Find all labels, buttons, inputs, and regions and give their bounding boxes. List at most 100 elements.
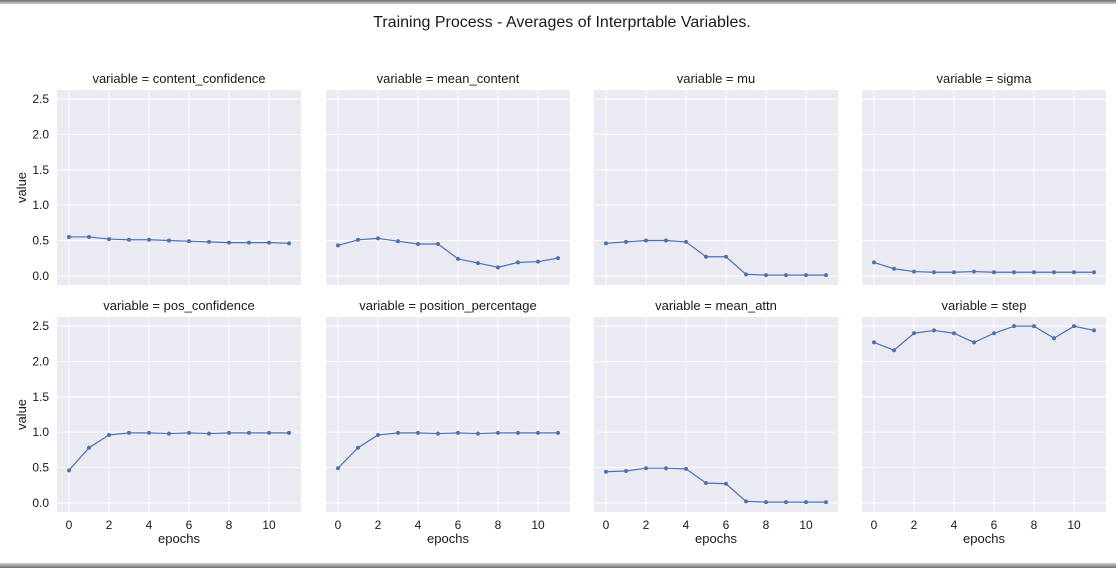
data-point	[536, 259, 540, 264]
series-line	[873, 325, 1095, 351]
panel-title: variable = position_percentage	[359, 298, 536, 313]
data-point	[704, 254, 708, 259]
data-point	[267, 430, 271, 435]
data-point	[1072, 324, 1076, 329]
data-point	[932, 328, 936, 333]
data-point	[912, 331, 916, 336]
x-tick-label: 0	[603, 518, 610, 532]
series-line	[337, 432, 558, 469]
data-point	[496, 265, 500, 270]
panel-title-prefix: variable =	[359, 298, 419, 313]
data-point	[227, 430, 231, 435]
facet-grid: 0.0 0.5 1.0 1.5 2.0 2.5 variable = content_con…	[14, 71, 1106, 546]
panel-title-variable: sigma	[997, 71, 1032, 86]
panel-title-variable: mean_content	[437, 71, 520, 86]
panel-title-variable: pos_confidence	[164, 298, 255, 313]
data-point	[784, 273, 788, 278]
y-axis-label: value	[14, 399, 29, 430]
data-point	[287, 241, 291, 246]
data-point	[624, 469, 628, 474]
panel-position-percentage: 0 2 4 6 8 10 variable = position_percentageepo…	[326, 298, 570, 546]
data-point	[644, 238, 648, 243]
data-point	[644, 466, 648, 471]
panel-background	[862, 90, 1106, 285]
panel-mean-content: variable = mean_content	[326, 71, 570, 285]
x-tick-label: 4	[683, 518, 690, 532]
data-point	[952, 331, 956, 336]
y-tick-label: 1.5	[32, 390, 49, 404]
data-point	[356, 237, 360, 242]
x-axis-label: epochs	[695, 531, 737, 546]
data-point	[207, 431, 211, 436]
panel-title-prefix: variable =	[377, 71, 437, 86]
data-point	[187, 239, 191, 244]
data-point	[704, 481, 708, 486]
x-tick-label: 8	[226, 518, 233, 532]
data-point	[664, 238, 668, 243]
y-tick-label: 1.0	[32, 425, 49, 439]
panel-title-prefix: variable =	[936, 71, 996, 86]
data-point	[912, 269, 916, 274]
panel-title-prefix: variable =	[942, 298, 1002, 313]
y-tick-label: 1.5	[32, 163, 49, 177]
data-point	[804, 500, 808, 505]
panel-background	[862, 317, 1106, 512]
data-point	[496, 430, 500, 435]
series-line	[337, 237, 559, 268]
panel-step: 0 2 4 6 8 10 variable = step epochs	[862, 298, 1106, 546]
x-tick-label: 8	[1031, 518, 1038, 532]
x-tick-label: 0	[871, 518, 878, 532]
data-point	[87, 445, 91, 450]
data-point	[972, 269, 976, 274]
data-point	[604, 241, 608, 246]
x-tick-label: 4	[415, 518, 422, 532]
data-point	[436, 242, 440, 247]
y-tick-label: 0.5	[32, 233, 49, 247]
panel-mu: variable = mu	[594, 71, 838, 285]
data-point	[932, 270, 936, 275]
data-point	[624, 239, 628, 244]
data-point	[247, 240, 251, 245]
data-point	[287, 430, 291, 435]
data-point	[396, 239, 400, 244]
data-point	[476, 431, 480, 436]
data-point	[376, 236, 380, 241]
data-point	[804, 273, 808, 278]
data-point	[724, 481, 728, 486]
data-point	[207, 239, 211, 244]
data-point	[67, 468, 71, 473]
data-point	[227, 240, 231, 245]
data-point	[376, 432, 380, 437]
data-point	[556, 430, 560, 435]
data-point	[952, 270, 956, 275]
panel-title: variable = mean_attn	[655, 298, 777, 313]
panel-pos-confidence: 0.0 0.5 1.0 1.5 2.0 2.5 0 2 4 6 8 10 variable = pos_…	[14, 298, 301, 546]
x-tick-label: 6	[186, 518, 193, 532]
data-point	[187, 430, 191, 435]
x-tick-label: 6	[723, 518, 730, 532]
data-point	[604, 469, 608, 474]
data-point	[456, 256, 460, 261]
data-point	[416, 430, 420, 435]
panel-title-variable: mu	[737, 71, 755, 86]
data-point	[336, 243, 340, 248]
series-line	[873, 261, 1094, 273]
data-point	[992, 270, 996, 275]
data-point	[664, 466, 668, 471]
y-tick-label: 0.0	[32, 269, 49, 283]
panel-title: variable = step	[942, 298, 1027, 313]
x-tick-label: 0	[335, 518, 342, 532]
data-point	[872, 340, 876, 345]
data-point	[1092, 270, 1096, 275]
data-point	[872, 260, 876, 265]
x-tick-label: 10	[531, 518, 545, 532]
data-point	[247, 430, 251, 435]
panel-title: variable = mean_content	[377, 71, 520, 86]
data-point	[167, 431, 171, 436]
data-point	[972, 340, 976, 345]
data-point	[1032, 270, 1036, 275]
data-point	[516, 430, 520, 435]
data-point	[67, 234, 71, 239]
series-line	[68, 432, 289, 471]
